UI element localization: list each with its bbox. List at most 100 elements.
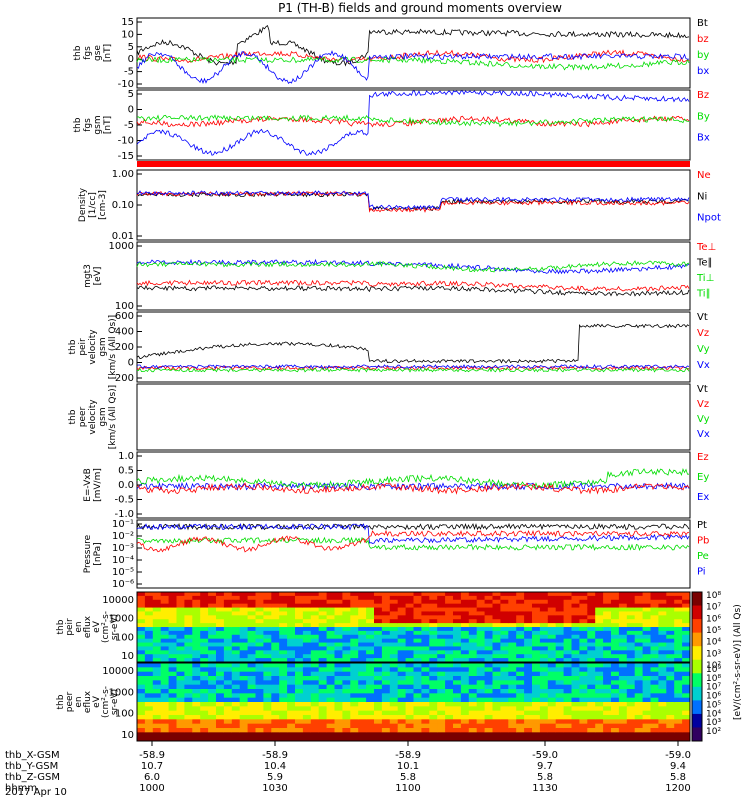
ytick-label: 10⁻¹ xyxy=(112,519,134,530)
spec-cell xyxy=(658,595,667,601)
spec-cell xyxy=(358,599,367,605)
spec-cell xyxy=(571,689,580,694)
spec-cell xyxy=(239,693,249,699)
ytick-label: 0 xyxy=(128,105,134,116)
spec-cell xyxy=(555,676,565,681)
spec-cell xyxy=(437,676,446,681)
spec-cell xyxy=(310,638,320,644)
spec-cell xyxy=(524,623,533,628)
spec-cell xyxy=(168,719,177,725)
spec-cell xyxy=(287,627,296,632)
spec-cell xyxy=(160,634,170,640)
spec-cell xyxy=(168,667,177,673)
spec-cell xyxy=(255,697,264,703)
spec-cell xyxy=(484,676,493,681)
spec-cell xyxy=(618,710,628,716)
spec-cell xyxy=(184,592,193,597)
spec-cell xyxy=(484,689,493,694)
legend-Pt: Pt xyxy=(697,520,707,531)
spec-cell xyxy=(468,680,478,686)
spec-cell xyxy=(579,607,588,612)
spec-cell xyxy=(595,728,604,733)
spec-cell xyxy=(389,732,399,738)
spec-cell xyxy=(247,667,256,673)
spec-cell xyxy=(421,710,430,716)
spec-cell xyxy=(247,689,256,694)
spec-cell xyxy=(413,684,422,690)
spec-cell xyxy=(176,732,185,738)
spec-cell xyxy=(366,693,375,699)
spec-cell xyxy=(539,728,549,733)
series-black xyxy=(136,323,690,364)
spec-cell xyxy=(350,702,359,707)
spec-cell xyxy=(500,595,509,601)
spec-cell xyxy=(168,599,177,605)
spec-cell xyxy=(381,615,391,620)
spec-cell xyxy=(563,630,572,636)
spec-cell xyxy=(216,728,225,733)
spec-cell xyxy=(381,684,391,690)
spec-cell xyxy=(595,654,604,659)
spec-cell xyxy=(358,663,367,668)
spec-cell xyxy=(642,710,651,716)
spec-cell xyxy=(184,646,193,651)
spec-cell xyxy=(516,710,525,716)
spec-cell xyxy=(231,603,241,609)
spec-cell xyxy=(642,715,651,720)
legend-Bx: Bx xyxy=(697,133,710,144)
spec-cell xyxy=(563,615,572,620)
legend-Pe: Pe xyxy=(697,551,709,562)
spec-cell xyxy=(484,642,493,647)
spec-cell xyxy=(160,638,170,644)
spec-cell xyxy=(247,642,256,647)
spec-cell xyxy=(168,710,177,716)
spec-cell xyxy=(389,623,399,628)
spec-cell xyxy=(658,706,667,712)
spec-cell xyxy=(247,607,256,612)
spec-cell xyxy=(437,706,446,712)
spec-cell xyxy=(176,702,185,707)
spec-cell xyxy=(666,607,675,612)
spec-cell xyxy=(374,619,383,624)
spec-cell xyxy=(358,719,367,725)
spec-cell xyxy=(547,719,557,725)
spec-cell xyxy=(642,650,651,655)
spec-cell xyxy=(137,715,146,720)
spec-cell xyxy=(492,710,501,716)
spec-cell xyxy=(192,684,201,690)
spec-cell xyxy=(231,663,241,668)
spec-cell xyxy=(500,658,509,663)
spec-cell xyxy=(208,623,217,628)
spec-cell xyxy=(476,715,486,720)
spec-cell xyxy=(460,603,470,609)
spec-cell xyxy=(208,638,217,644)
spec-cell xyxy=(208,650,217,655)
spec-cell xyxy=(532,658,541,663)
spec-cell xyxy=(587,676,596,681)
spec-cell xyxy=(168,676,177,681)
spec-cell xyxy=(500,654,509,659)
spec-cell xyxy=(405,663,414,668)
spec-cell xyxy=(500,719,509,725)
spec-cell xyxy=(524,638,533,644)
spec-cell xyxy=(437,715,446,720)
spec-cell xyxy=(611,642,620,647)
spec-cell xyxy=(231,623,241,628)
spec-cell xyxy=(271,680,280,686)
spec-cell xyxy=(397,693,407,699)
spec-cell xyxy=(539,607,549,612)
spec-cell xyxy=(160,706,170,712)
spec-cell xyxy=(421,663,430,668)
spec-cell xyxy=(650,693,659,699)
spec-cell xyxy=(152,623,162,628)
spec-cell xyxy=(516,684,525,690)
spec-cell xyxy=(453,634,462,640)
spec-cell xyxy=(650,667,659,673)
spec-cell xyxy=(137,676,146,681)
spec-cell xyxy=(437,630,446,636)
spec-cell xyxy=(302,728,312,733)
series-red xyxy=(136,279,690,292)
spec-cell xyxy=(484,658,493,663)
spec-cell xyxy=(168,658,177,663)
ylabel-line: peer xyxy=(65,691,75,712)
